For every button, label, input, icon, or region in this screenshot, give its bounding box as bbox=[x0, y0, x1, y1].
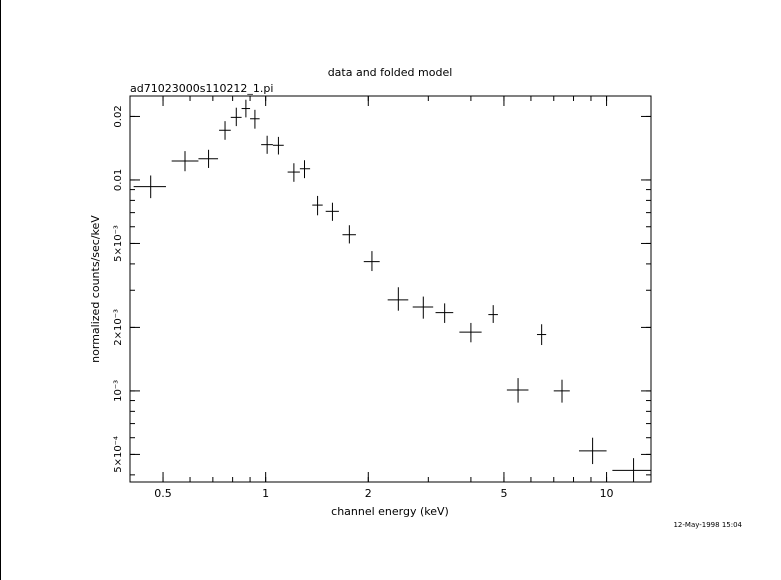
data-point bbox=[219, 121, 231, 140]
data-point bbox=[325, 202, 339, 221]
data-point bbox=[250, 109, 260, 129]
data-point bbox=[578, 437, 607, 465]
plot-frame bbox=[129, 95, 652, 483]
data-point bbox=[261, 135, 273, 154]
x-tick-label: 5 bbox=[500, 487, 507, 500]
y-tick-labels: 5×10⁻⁴ 10⁻³ 2×10⁻³ 5×10⁻³ 0.01 0.02 bbox=[113, 105, 124, 472]
data-point bbox=[488, 305, 498, 323]
x-tick-labels: 0.5 1 2 5 10 bbox=[154, 487, 613, 500]
data-point bbox=[230, 107, 242, 127]
data-point bbox=[387, 287, 409, 311]
x-tick-label: 1 bbox=[262, 487, 269, 500]
data-point bbox=[612, 458, 651, 482]
data-point bbox=[241, 99, 251, 118]
data-point bbox=[506, 378, 529, 403]
data-point bbox=[312, 195, 323, 216]
chart-subtitle: ad71023000s110212_1.pi bbox=[130, 82, 273, 95]
timestamp: 12-May-1998 15:04 bbox=[673, 521, 742, 529]
data-point bbox=[171, 151, 199, 172]
y-tick-label: 0.02 bbox=[113, 105, 124, 127]
data-point bbox=[299, 160, 311, 179]
x-tick-label: 0.5 bbox=[154, 487, 172, 500]
x-tick-label: 10 bbox=[600, 487, 614, 500]
y-tick-label: 10⁻³ bbox=[113, 380, 124, 402]
y-tick-label: 5×10⁻³ bbox=[113, 225, 124, 262]
major-ticks bbox=[130, 96, 651, 482]
data-point bbox=[553, 379, 570, 403]
data-point bbox=[272, 136, 284, 155]
chart-title: data and folded model bbox=[328, 66, 453, 79]
data-point bbox=[133, 175, 166, 199]
data-point bbox=[342, 225, 356, 244]
data-point bbox=[536, 324, 547, 346]
data-point bbox=[287, 163, 300, 182]
y-tick-label: 5×10⁻⁴ bbox=[113, 436, 124, 473]
data-points bbox=[133, 99, 651, 482]
data-point bbox=[198, 149, 219, 168]
data-point bbox=[459, 322, 482, 343]
x-axis-label: channel energy (keV) bbox=[331, 505, 449, 518]
y-tick-label: 2×10⁻³ bbox=[113, 309, 124, 346]
x-tick-label: 2 bbox=[365, 487, 372, 500]
y-axis-label: normalized counts/sec/keV bbox=[89, 215, 102, 363]
y-tick-label: 0.01 bbox=[113, 169, 124, 191]
data-point bbox=[435, 303, 454, 323]
data-point bbox=[363, 251, 380, 272]
data-point bbox=[412, 296, 434, 319]
